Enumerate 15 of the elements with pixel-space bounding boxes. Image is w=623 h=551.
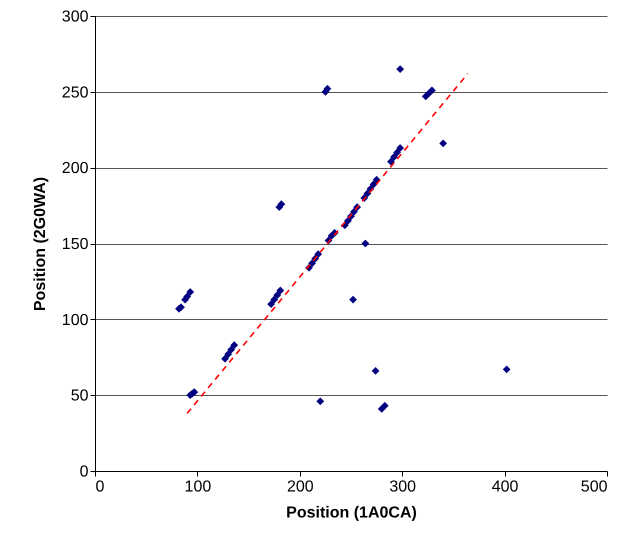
x-tick-label: 500	[580, 478, 608, 496]
y-tick-label: 100	[62, 312, 89, 329]
y-tick-label: 50	[70, 388, 89, 405]
x-tick-label: 200	[286, 478, 314, 496]
x-tick-label: 400	[492, 478, 519, 496]
x-tick-label: 0	[96, 478, 104, 496]
x-tick-label: 100	[184, 478, 212, 496]
y-tick-label: 200	[62, 160, 89, 178]
y-tick-label: 0	[80, 464, 89, 480]
y-axis-title: Position (2G0WA)	[32, 176, 49, 312]
y-tick-label: 250	[62, 84, 89, 102]
x-tick-label: 300	[389, 478, 416, 496]
x-axis-title: Position (1A0CA)	[286, 504, 417, 522]
y-tick-label: 300	[62, 8, 89, 26]
y-tick-label: 150	[62, 236, 89, 253]
